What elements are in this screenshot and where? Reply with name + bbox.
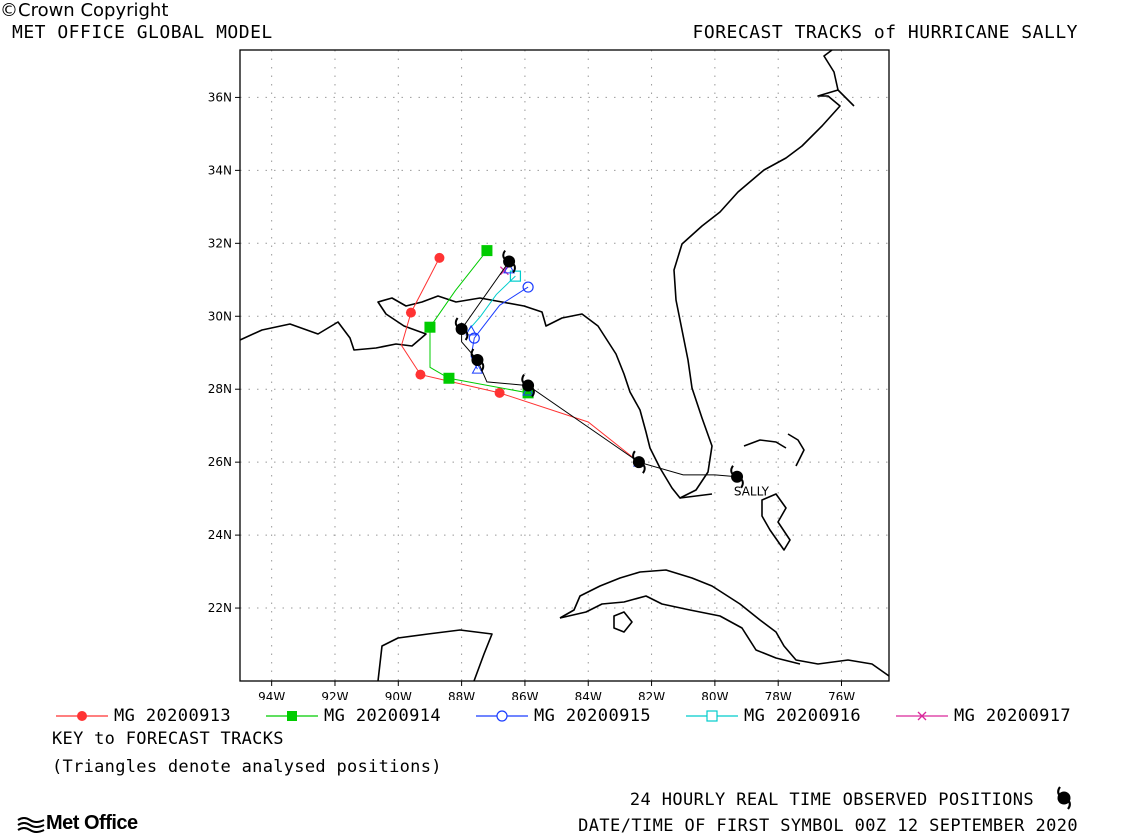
legend-label: MG 20200915 <box>534 706 651 726</box>
bahamas-abaco <box>787 433 805 467</box>
legend-swatch-cross <box>896 711 948 721</box>
copyright: ©Crown Copyright <box>0 0 1130 21</box>
copyright-text: Crown Copyright <box>18 0 169 21</box>
lon-tick-label: 94W <box>258 690 285 700</box>
copyright-icon: © <box>0 0 18 21</box>
lat-tick-label: 28N <box>208 382 232 396</box>
yucatan <box>377 629 493 682</box>
map-grid <box>240 50 889 681</box>
hurricane-symbol-icon <box>730 465 744 489</box>
lon-tick-label: 80W <box>701 690 728 700</box>
observed-track <box>454 249 744 489</box>
coastlines <box>239 49 890 682</box>
isla-juventud <box>613 611 633 633</box>
observed-track-line <box>461 261 738 478</box>
legend-label: MG 20200917 <box>954 706 1071 726</box>
legend-label: MG 20200916 <box>744 706 861 726</box>
header-left-title: MET OFFICE GLOBAL MODEL <box>12 22 273 43</box>
cuba-south <box>559 595 801 665</box>
hurricane-symbol-icon <box>632 450 646 474</box>
key-title: KEY to FORECAST TRACKS <box>52 729 284 749</box>
lon-tick-label: 90W <box>385 690 412 700</box>
lon-tick-label: 86W <box>511 690 538 700</box>
analysed-triangle <box>471 363 484 374</box>
observed-positions-text: 24 HOURLY REAL TIME OBSERVED POSITIONS <box>629 790 1034 810</box>
cuba-north <box>559 569 890 677</box>
header-right-title: FORECAST TRACKS of HURRICANE SALLY <box>692 22 1078 43</box>
gulf-coast-usa <box>239 49 841 499</box>
legend-swatch-circle-open <box>476 710 528 722</box>
first-symbol-datetime: DATE/TIME OF FIRST SYMBOL 00Z 12 SEPTEMB… <box>578 816 1078 836</box>
forecast-track-map: 94W 92W 90W 88W 86W 84W 82W 80W 78W 76W 22N 24N 26N 2… <box>208 49 890 700</box>
hurricane-symbol-icon <box>470 348 485 372</box>
brand-name: Met Office <box>46 812 138 834</box>
forecast-marker-square <box>522 387 534 399</box>
forecast-marker-open-circle <box>468 332 480 344</box>
lat-tick-label: 24N <box>208 528 232 542</box>
lon-tick-label: 82W <box>638 690 665 700</box>
forecast-marker-square <box>424 321 436 333</box>
forecast-track-line <box>429 250 529 394</box>
hurricane-symbol-icon <box>521 373 535 398</box>
forecast-track-2 <box>424 245 534 399</box>
bahamas-grand <box>743 439 787 449</box>
forecast-marker-square <box>481 245 493 257</box>
forecast-marker-circle <box>415 369 426 380</box>
legend-swatch-square-open <box>686 710 738 722</box>
lat-tick-label: 26N <box>208 455 232 469</box>
map-frame <box>239 49 890 682</box>
forecast-marker-circle <box>405 307 416 318</box>
forecast-marker-circle <box>494 387 505 398</box>
lat-tick-label: 32N <box>208 236 232 250</box>
met-office-logo: Met Office <box>16 812 138 835</box>
lat-tick-label: 36N <box>208 90 232 104</box>
forecast-marker-open-square <box>509 270 522 282</box>
forecast-marker-square <box>443 372 455 384</box>
lon-tick-label: 76W <box>828 690 855 700</box>
lat-tick-label: 22N <box>208 601 232 615</box>
analysed-triangle <box>465 324 477 336</box>
legend-swatch-circle-filled <box>56 711 108 721</box>
lon-tick-label: 84W <box>575 690 602 700</box>
legend-label: MG 20200914 <box>324 706 441 726</box>
legend: MG 20200913 MG 20200914 MG 20200915 MG 2… <box>56 706 1116 730</box>
hurricane-symbol-icon <box>1057 786 1071 810</box>
legend-swatch-square-filled <box>266 711 318 721</box>
lon-tick-label: 92W <box>321 690 348 700</box>
forecast-track-1 <box>400 252 644 468</box>
lon-tick-label: 88W <box>448 690 475 700</box>
legend-item-mg-20200917: MG 20200917 <box>896 706 1071 726</box>
legend-item-mg-20200914: MG 20200914 <box>266 706 441 726</box>
delaware-bay <box>837 89 855 107</box>
met-office-waves-icon <box>17 816 45 833</box>
key-note: (Triangles denote analysed positions) <box>52 757 442 777</box>
hurricane-symbol-icon <box>454 317 469 341</box>
legend-item-mg-20200916: MG 20200916 <box>686 706 861 726</box>
forecast-tracks <box>400 245 645 468</box>
forecast-track-line <box>467 275 516 332</box>
forecast-marker-circle <box>434 252 445 263</box>
analysed-triangle <box>503 262 515 274</box>
legend-item-mg-20200915: MG 20200915 <box>476 706 651 726</box>
axis-ticks: 94W 92W 90W 88W 86W 84W 82W 80W 78W 76W 22N 24N 26N 2… <box>208 90 855 700</box>
forecast-track-4 <box>467 270 522 332</box>
hurricane-symbol-icon <box>502 249 516 274</box>
forecast-track-line <box>400 257 640 463</box>
bahamas-andros <box>761 493 791 551</box>
lon-tick-label: 78W <box>765 690 792 700</box>
lat-tick-label: 30N <box>208 309 232 323</box>
legend-label: MG 20200913 <box>114 706 231 726</box>
legend-item-mg-20200913: MG 20200913 <box>56 706 231 726</box>
lat-tick-label: 34N <box>208 163 232 177</box>
storm-name-label: SALLY <box>734 484 770 498</box>
forecast-marker-open-circle <box>522 281 534 293</box>
florida-keys <box>679 493 713 499</box>
